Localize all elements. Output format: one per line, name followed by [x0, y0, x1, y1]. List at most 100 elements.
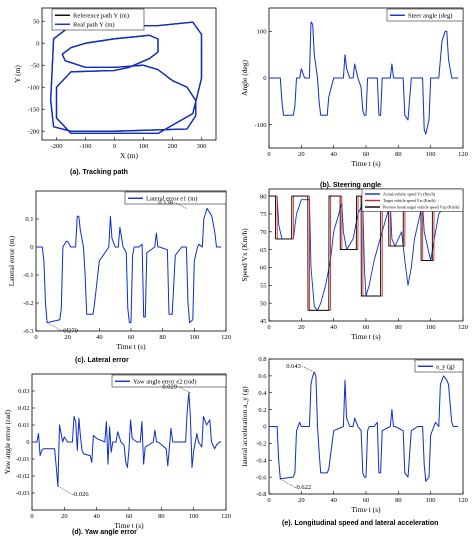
- a-y-tick-label: 50: [33, 18, 40, 25]
- c-annotation-label: 0.138: [158, 199, 173, 206]
- e-top-y-axis-label: Speed Vx (Km/h): [240, 228, 249, 282]
- e-top-x-tick-label: 60: [363, 324, 370, 331]
- c-x-tick-label: 60: [128, 334, 135, 341]
- c-y-tick-label: 0: [30, 244, 33, 251]
- c-annotation-leader: [174, 202, 187, 209]
- a-legend-box: [51, 8, 145, 31]
- a-y-axis-label: Y (m): [13, 65, 22, 83]
- e-bottom-legend-box: [414, 359, 464, 373]
- e-bottom-y-tick-label: 0.2: [258, 407, 266, 414]
- d-x-axis-label: Time t (s): [114, 521, 144, 530]
- d-annotation-label: -0.026: [72, 491, 90, 498]
- e-bottom-y-tick-label: -0.6: [256, 474, 267, 481]
- e-bottom-x-tick-label: 120: [458, 497, 468, 504]
- b-x-tick-label: 60: [363, 151, 370, 158]
- d-series-line-0: [32, 392, 222, 487]
- d-y-tick-label: -0.03: [16, 490, 30, 497]
- e-top-y-tick-label: 50: [260, 300, 267, 307]
- e-bottom-annotation-leader: [280, 478, 295, 488]
- a-series-line-0: [50, 21, 203, 135]
- e-top-x-tick-label: 20: [298, 324, 305, 331]
- b-x-tick-label: 20: [298, 151, 305, 158]
- c-x-tick-label: 120: [221, 334, 231, 341]
- e-top-legend-label: Preview break target vehicle speed Vxp (…: [383, 204, 460, 209]
- b-x-tick-label: 80: [395, 151, 402, 158]
- e-top-x-tick-label: 100: [426, 324, 436, 331]
- a-legend-label: Real path Y (m): [73, 22, 115, 29]
- e-top-legend-box: [361, 188, 464, 212]
- e-top-legend-label: Target vehicle speed Vxt (Km/h): [383, 198, 436, 203]
- d-legend-label: Yaw angle error e2 (rad): [133, 379, 197, 386]
- a-plot-frame: [41, 7, 217, 141]
- e-bottom-annotation-leader: [302, 366, 315, 373]
- c-y-tick-label: -0.1: [23, 272, 33, 279]
- e-top-y-tick-label: 45: [260, 318, 267, 325]
- c-x-tick-label: 20: [64, 334, 71, 341]
- a-x-tick-label: 100: [139, 143, 149, 150]
- e-top-y-tick-label: 60: [260, 265, 267, 272]
- d-y-tick-label: -0.02: [16, 473, 30, 480]
- e-bottom-x-tick-label: 40: [330, 497, 337, 504]
- e-bottom-y-axis-label: lateral acceleration a_y (g): [240, 386, 249, 467]
- e-bottom-x-tick-label: 80: [395, 497, 402, 504]
- b-legend-box: [386, 8, 464, 22]
- e-top-x-tick-label: 40: [330, 324, 337, 331]
- e-bottom-x-tick-label: 20: [298, 497, 305, 504]
- d-annotation-leader: [57, 485, 72, 495]
- c-annotation-label: -0.270: [61, 328, 78, 335]
- c-x-tick-label: 80: [159, 334, 166, 341]
- c-legend-box: [124, 191, 227, 205]
- a-x-tick-label: 200: [168, 143, 178, 150]
- e-top-legend-label: Actual vehicle speed Vx (Km/h): [383, 191, 436, 196]
- a-y-tick-label: -150: [28, 106, 40, 113]
- a-series-line-1: [50, 21, 203, 135]
- c-y-tick-label: 0.1: [25, 216, 33, 223]
- a-x-tick-label: 0: [113, 143, 116, 150]
- e-bottom-x-axis-label: Time t (s): [351, 505, 381, 514]
- b-x-tick-label: 0: [267, 151, 270, 158]
- c-x-tick-label: 0: [34, 334, 37, 341]
- e-top-y-tick-label: 70: [260, 229, 267, 236]
- b-x-tick-label: 40: [330, 151, 337, 158]
- c-x-axis-label: Time t (s): [116, 342, 146, 351]
- caption-d: (d). Yaw angle error: [72, 529, 137, 536]
- chart-longitudinal-speed: 0 20 40 60 80 100 120 45 50 55 60 65 70 75 80 Time t (s…: [240, 188, 468, 341]
- b-x-tick-label: 100: [426, 151, 436, 158]
- e-bottom-annotation-label: -0.622: [294, 484, 311, 491]
- b-legend-label: Steer angle (deg): [408, 13, 452, 20]
- d-y-tick-label: 0: [26, 439, 29, 446]
- e-top-y-tick-label: 80: [260, 193, 267, 200]
- b-x-tick-label: 120: [458, 151, 468, 158]
- chart-steering-angle: 0 20 40 60 80 100 120 -100 0 100 Time t (s) Angle (…: [240, 7, 468, 168]
- e-bottom-series-line-0: [269, 371, 459, 482]
- d-annotation-label: 0.029: [162, 384, 177, 391]
- d-y-tick-label: 0.02: [18, 405, 29, 412]
- d-x-tick-label: 40: [93, 513, 100, 520]
- e-top-x-axis-label: Time t (s): [351, 332, 381, 341]
- e-bottom-x-tick-label: 0: [267, 497, 270, 504]
- d-x-tick-label: 100: [189, 513, 199, 520]
- chart-lateral-error: 0 20 40 60 80 100 120 -0.3 -0.2 -0.1 0 0.1 Time t (s…: [7, 190, 231, 351]
- c-legend-label: Lateral error e1 (m): [146, 196, 197, 203]
- e-bottom-y-tick-label: -0.8: [256, 491, 266, 498]
- d-y-tick-label: 0.01: [18, 422, 29, 429]
- d-x-tick-label: 80: [158, 513, 165, 520]
- a-y-tick-label: -200: [28, 128, 40, 135]
- d-y-tick-label: 0.03: [18, 388, 29, 395]
- chart-yaw-angle-error: 0 20 40 60 80 100 120 -0.03 -0.02 -0.01 0 0.01 0.02 0…: [3, 373, 231, 530]
- caption-e: (e). Longitudinal speed and lateral acce…: [282, 520, 439, 527]
- b-y-axis-label: Angle (deg): [240, 59, 249, 96]
- b-y-tick-label: -100: [255, 122, 267, 129]
- e-top-x-tick-label: 120: [458, 324, 468, 331]
- e-top-series-line-0: [269, 195, 459, 311]
- a-x-tick-label: -200: [51, 143, 63, 150]
- caption-b: (b). Steering angle: [320, 182, 382, 189]
- c-y-axis-label: Lateral error (m): [7, 235, 16, 286]
- e-bottom-y-tick-label: -0.2: [256, 441, 266, 448]
- a-y-tick-label: -100: [28, 84, 40, 91]
- d-x-tick-label: 120: [221, 513, 231, 520]
- d-annotation-leader: [178, 386, 191, 393]
- e-bottom-annotation-label: 0.643: [286, 363, 301, 370]
- a-x-axis-label: X (m): [120, 151, 139, 160]
- e-top-y-tick-label: 65: [260, 247, 267, 254]
